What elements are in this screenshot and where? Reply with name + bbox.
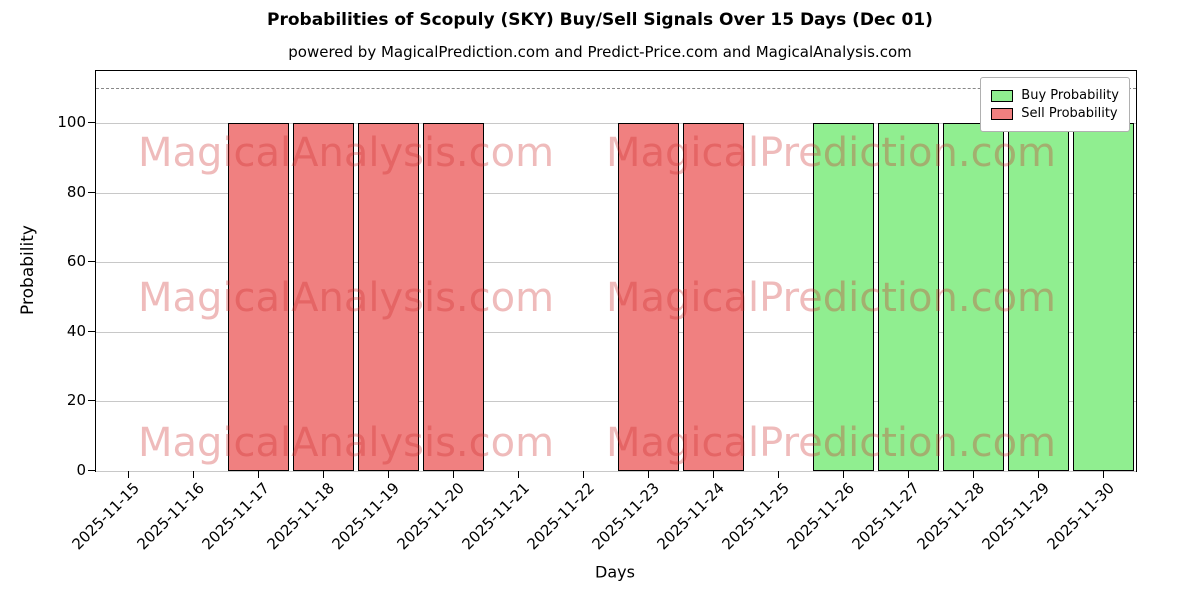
gridline [96, 192, 1136, 194]
y-tick-label: 60 [66, 252, 86, 271]
gridline [96, 331, 1136, 333]
x-tick-mark [777, 471, 779, 478]
y-tick-mark [88, 400, 95, 402]
x-tick-mark [127, 471, 129, 478]
x-tick-label: 2025-11-15 [68, 479, 144, 554]
gridline [96, 262, 1136, 264]
x-axis-label: Days [595, 562, 635, 582]
y-tick-label: 20 [66, 391, 86, 410]
x-tick-mark [452, 471, 454, 478]
y-tick-label: 40 [66, 321, 86, 340]
sell-probability-swatch [991, 107, 1014, 120]
x-tick-label: 2025-11-18 [263, 479, 339, 554]
x-tick-mark [257, 471, 259, 478]
gridline [96, 123, 1136, 125]
gridline [96, 471, 1136, 472]
bar [227, 123, 290, 471]
bar [942, 123, 1005, 471]
plot-area: Buy Probability Sell Probability Magical… [95, 70, 1137, 472]
x-tick-mark [647, 471, 649, 478]
bar [877, 123, 940, 471]
y-tick-label: 0 [76, 461, 86, 479]
x-tick-label: 2025-11-17 [198, 479, 274, 554]
gridline [96, 401, 1136, 403]
y-tick-mark [88, 470, 95, 471]
bar [357, 123, 420, 471]
x-tick-label: 2025-11-16 [133, 479, 209, 554]
bar [1072, 123, 1135, 471]
x-tick-label: 2025-11-20 [393, 479, 469, 554]
bar [1007, 123, 1070, 471]
bar [422, 123, 485, 471]
bar [812, 123, 875, 471]
buy-probability-swatch [991, 89, 1014, 102]
bar [292, 123, 355, 471]
x-tick-label: 2025-11-22 [523, 479, 599, 554]
x-tick-label: 2025-11-29 [978, 479, 1054, 554]
x-tick-mark [1102, 471, 1104, 478]
x-tick-mark [517, 471, 519, 478]
x-tick-mark [972, 471, 974, 478]
x-tick-mark [842, 471, 844, 478]
x-tick-label: 2025-11-27 [848, 479, 924, 554]
legend-sell-label: Sell Probability [1021, 106, 1118, 121]
x-tick-label: 2025-11-23 [588, 479, 664, 554]
x-tick-label: 2025-11-19 [328, 479, 404, 554]
legend-item-buy: Buy Probability [991, 88, 1119, 103]
x-tick-label: 2025-11-21 [458, 479, 534, 554]
x-tick-label: 2025-11-30 [1043, 479, 1119, 554]
legend-buy-label: Buy Probability [1021, 88, 1119, 103]
x-tick-label: 2025-11-24 [653, 479, 729, 554]
y-tick-mark [88, 261, 95, 263]
x-tick-mark [192, 471, 194, 478]
x-tick-mark [387, 471, 389, 478]
bar [682, 123, 745, 471]
x-tick-mark [322, 471, 324, 478]
x-tick-label: 2025-11-28 [913, 479, 989, 554]
chart-subtitle: powered by MagicalPrediction.com and Pre… [288, 43, 912, 61]
y-tick-label: 100 [57, 113, 86, 132]
x-tick-label: 2025-11-25 [718, 479, 794, 554]
bar [617, 123, 680, 471]
chart-title: Probabilities of Scopuly (SKY) Buy/Sell … [267, 10, 933, 30]
y-tick-mark [88, 191, 95, 193]
y-tick-mark [88, 330, 95, 332]
legend-item-sell: Sell Probability [991, 106, 1119, 121]
x-tick-mark [582, 471, 584, 478]
legend: Buy Probability Sell Probability [980, 77, 1130, 132]
y-tick-label: 80 [66, 182, 86, 201]
y-tick-mark [88, 122, 95, 124]
x-tick-label: 2025-11-26 [783, 479, 859, 554]
x-tick-mark [1037, 471, 1039, 478]
x-tick-mark [907, 471, 909, 478]
x-tick-mark [712, 471, 714, 478]
threshold-line [96, 88, 1136, 90]
